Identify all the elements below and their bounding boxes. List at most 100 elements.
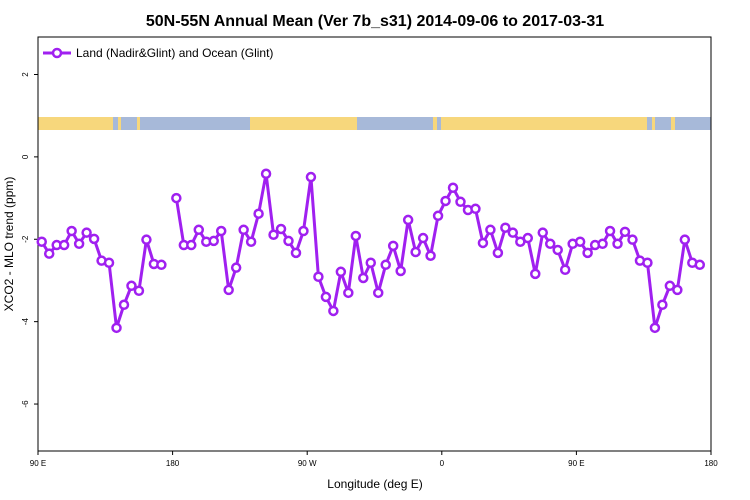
point	[36, 236, 47, 247]
land-band	[38, 117, 113, 130]
x-tick-label: 180	[704, 459, 718, 468]
land-band	[137, 117, 140, 130]
y-axis-label: XCO2 - MLO trend (ppm)	[2, 177, 16, 312]
point	[215, 225, 227, 237]
point	[544, 238, 556, 250]
point	[642, 257, 653, 268]
point	[649, 322, 661, 334]
land-band	[671, 117, 675, 130]
point	[73, 238, 85, 250]
point	[679, 234, 691, 245]
y-tick-label: 2	[21, 72, 30, 77]
point	[111, 322, 122, 334]
point	[492, 247, 504, 259]
x-tick-label: 90 W	[298, 459, 317, 468]
point	[81, 227, 92, 238]
y-tick-label: -6	[21, 400, 30, 408]
point	[253, 208, 264, 219]
plot-frame	[37, 36, 712, 452]
x-tick-label: 90 E	[30, 459, 46, 468]
point	[141, 234, 152, 245]
point	[335, 266, 347, 278]
x-tick-label: 180	[166, 459, 180, 468]
land-ocean-strip	[38, 117, 711, 130]
point	[485, 224, 496, 236]
point	[530, 268, 541, 280]
point	[477, 237, 489, 249]
point	[627, 234, 638, 245]
point	[328, 305, 339, 317]
point	[559, 264, 571, 275]
x-tick-label: 90 E	[568, 459, 584, 468]
point	[507, 227, 519, 238]
point	[238, 224, 249, 236]
point	[305, 171, 317, 183]
point	[604, 225, 616, 237]
point	[208, 235, 219, 247]
chart-title: 50N-55N Annual Mean (Ver 7b_s31) 2014-09…	[146, 13, 604, 30]
point	[358, 272, 369, 284]
point	[574, 236, 586, 247]
point	[417, 232, 429, 244]
point	[372, 287, 384, 299]
y-tick-label: -2	[21, 235, 30, 243]
point	[447, 182, 459, 194]
legend-label: Land (Nadir&Glint) and Ocean (Glint)	[76, 46, 273, 60]
point	[425, 250, 436, 261]
point	[126, 280, 137, 292]
point	[103, 257, 115, 268]
point	[275, 223, 287, 235]
point	[657, 299, 668, 311]
x-tick-label: 0	[440, 459, 445, 468]
point	[522, 232, 534, 244]
point	[552, 244, 563, 256]
point	[171, 192, 182, 204]
x-axis-label: Longitude (deg E)	[327, 477, 422, 491]
point	[43, 248, 55, 259]
point	[290, 247, 302, 259]
series-line	[40, 173, 701, 329]
point	[313, 271, 324, 282]
point	[365, 257, 377, 268]
point	[432, 210, 444, 222]
point	[350, 230, 362, 242]
point	[260, 168, 272, 180]
point	[619, 226, 631, 238]
point	[410, 246, 421, 258]
point	[58, 239, 70, 251]
point	[664, 280, 676, 292]
land-band	[441, 117, 647, 130]
point	[537, 227, 548, 238]
point	[343, 287, 354, 299]
point	[186, 239, 197, 251]
point	[320, 291, 332, 303]
point	[500, 222, 511, 233]
point	[118, 299, 130, 311]
point	[193, 224, 205, 236]
land-band	[118, 117, 121, 130]
point	[672, 284, 683, 296]
point	[470, 203, 481, 215]
point	[66, 225, 77, 237]
point	[380, 259, 391, 271]
point	[223, 284, 234, 296]
point	[395, 265, 406, 277]
point	[582, 247, 593, 259]
land-band	[250, 117, 357, 130]
point	[245, 236, 257, 247]
land-band	[652, 117, 655, 130]
point	[283, 235, 294, 247]
point	[455, 196, 466, 208]
point	[597, 238, 608, 250]
point	[387, 240, 399, 252]
land-band	[433, 117, 437, 130]
point	[230, 262, 242, 273]
point	[88, 233, 100, 245]
y-tick-label: -4	[21, 318, 30, 326]
point	[694, 259, 706, 271]
y-tick-label: 0	[21, 154, 30, 159]
point	[268, 229, 279, 240]
legend-marker	[51, 47, 63, 59]
point	[402, 214, 414, 226]
